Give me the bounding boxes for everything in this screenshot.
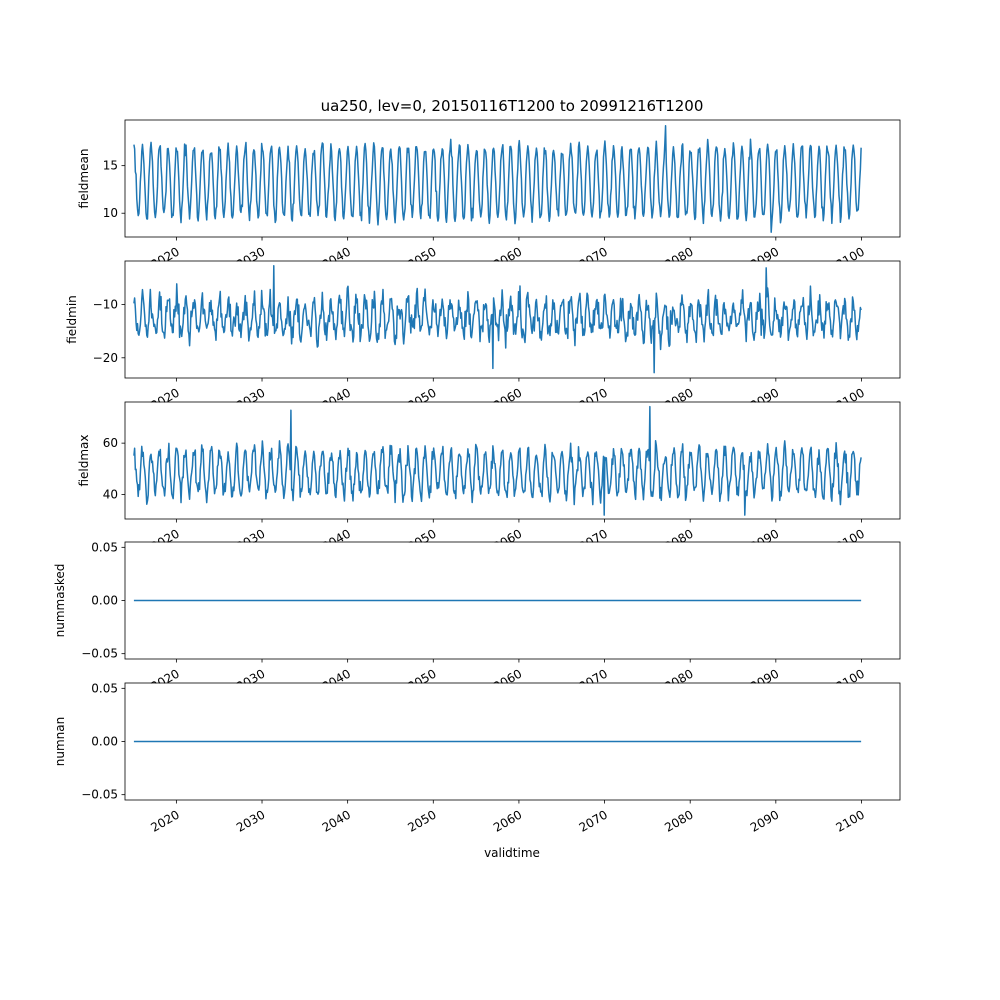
y-axis-label: fieldmean	[77, 149, 91, 209]
y-tick-label: 40	[103, 488, 118, 502]
y-tick-label: −20	[93, 351, 118, 365]
y-axis-label: numnan	[53, 717, 67, 766]
panel-top-cover	[125, 542, 900, 557]
series-line	[133, 405, 862, 516]
y-axis-label: nummasked	[53, 564, 67, 638]
figure-title: ua250, lev=0, 20150116T1200 to 20991216T…	[321, 97, 704, 115]
y-tick-label: 10	[103, 206, 118, 220]
y-axis-label: fieldmin	[65, 295, 79, 344]
axes-frame	[124, 119, 901, 238]
y-tick-label: −10	[93, 298, 118, 312]
x-axis-label: validtime	[484, 846, 540, 860]
y-tick-label: −0.05	[81, 788, 118, 802]
y-tick-label: 0.00	[91, 594, 118, 608]
y-tick-label: −0.05	[81, 647, 118, 661]
y-tick-label: 15	[103, 159, 118, 173]
y-tick-label: 0.00	[91, 735, 118, 749]
panel-top-cover	[125, 402, 900, 417]
y-tick-label: 60	[103, 436, 118, 450]
y-tick-label: 0.05	[91, 540, 118, 554]
y-tick-label: 0.05	[91, 681, 118, 695]
series-line	[133, 265, 862, 374]
series-line	[133, 124, 862, 233]
panel-top-cover	[125, 683, 900, 698]
panel-top-cover	[125, 261, 900, 276]
axes-frame	[124, 401, 901, 520]
y-axis-label: fieldmax	[77, 434, 91, 486]
axes-frame	[124, 260, 901, 379]
